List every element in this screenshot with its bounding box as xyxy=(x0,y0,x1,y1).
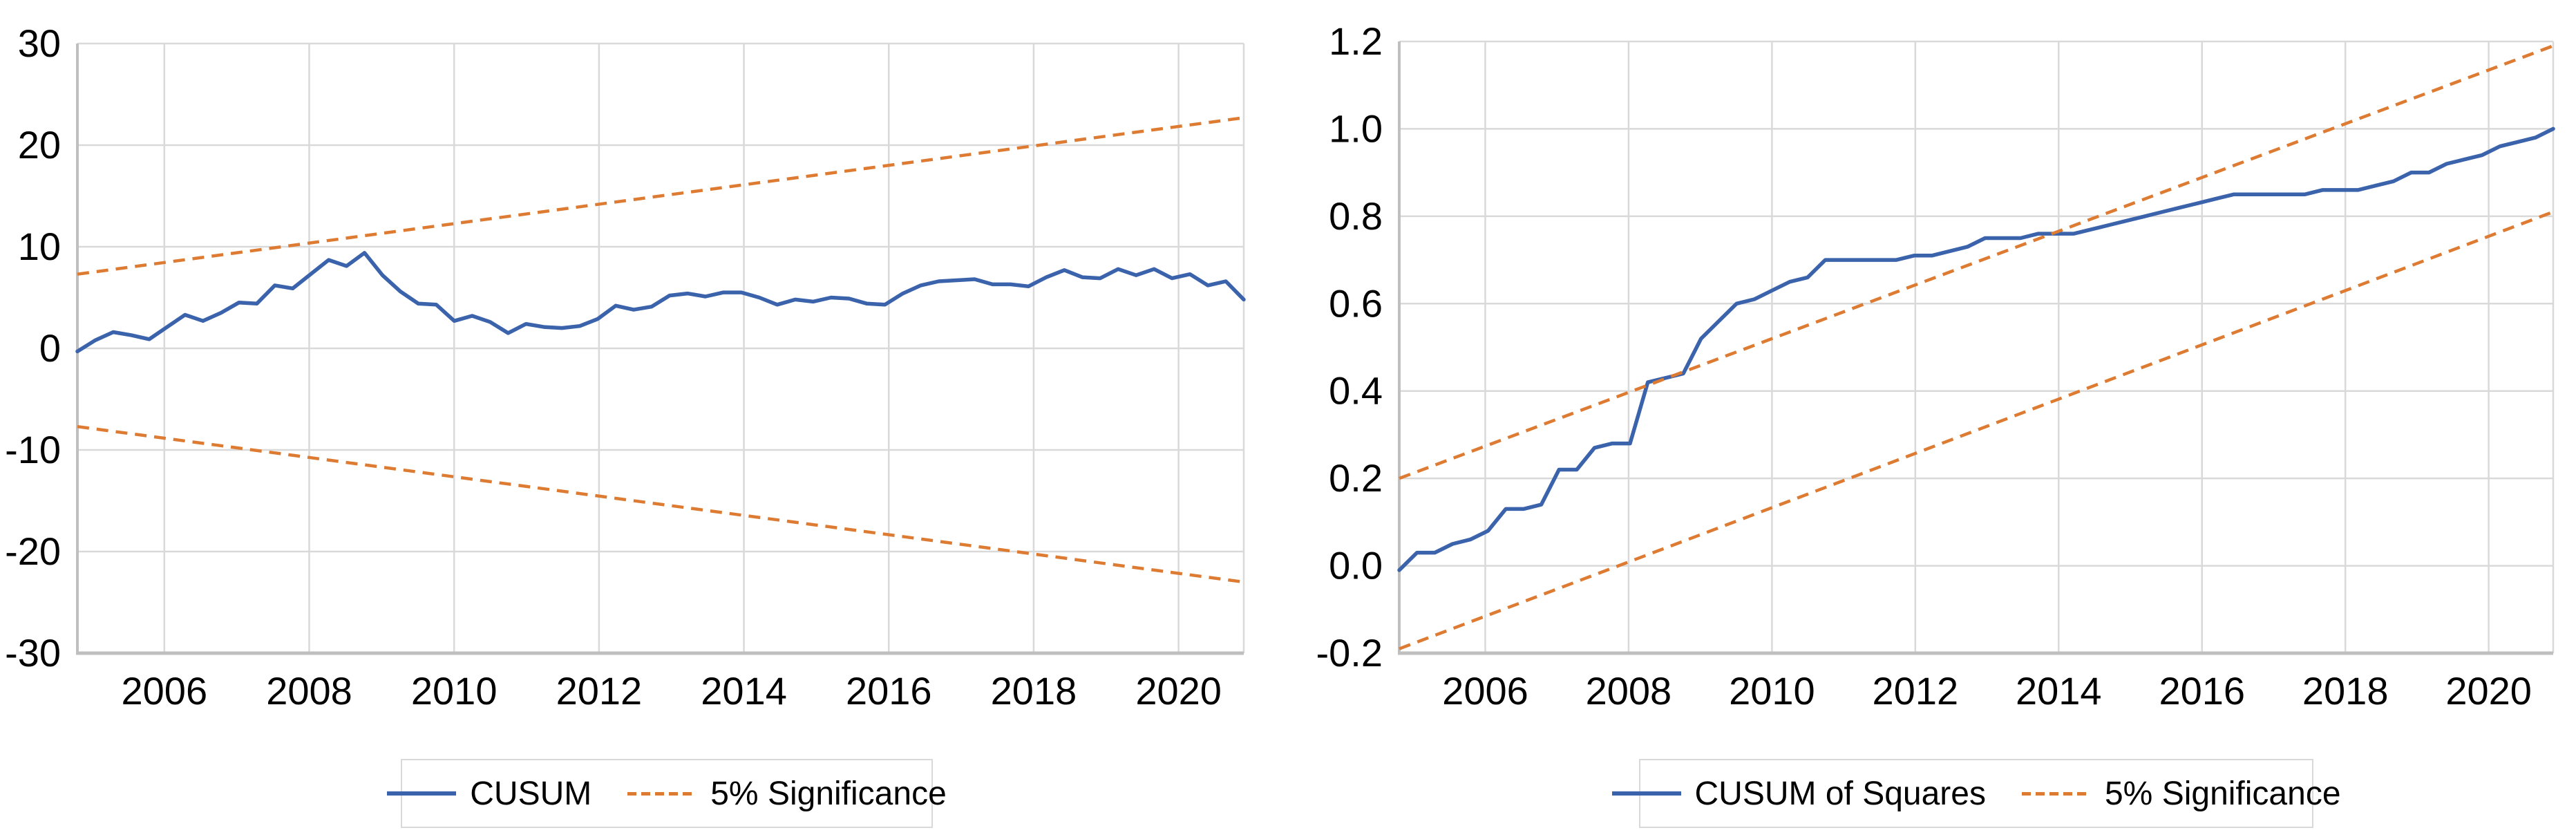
x-tick-label: 2020 xyxy=(1135,669,1222,713)
y-tick-label: 0.2 xyxy=(1329,456,1383,500)
cusum-line-swatch xyxy=(387,791,457,796)
x-tick-label: 2006 xyxy=(1442,669,1528,713)
x-tick-label: 2010 xyxy=(411,669,498,713)
y-tick-label: 30 xyxy=(18,21,61,65)
y-tick-label: 20 xyxy=(18,123,61,167)
x-tick-label: 2010 xyxy=(1729,669,1815,713)
y-tick-label: 0.8 xyxy=(1329,194,1383,238)
y-tick-label: 0.4 xyxy=(1329,369,1383,413)
cusum-legend: CUSUM 5% Significance xyxy=(387,759,947,828)
cusum-of-squares-legend-label: CUSUM of Squares xyxy=(1694,775,1986,812)
significance-line-swatch-2 xyxy=(2021,791,2091,796)
cusum-of-squares-line-swatch xyxy=(1611,791,1681,796)
x-tick-label: 2020 xyxy=(2445,669,2532,713)
x-tick-label: 2014 xyxy=(2016,669,2102,713)
cusum-series-line xyxy=(75,251,1246,354)
y-tick-label: -20 xyxy=(5,529,61,573)
cusum-of-squares-series-line xyxy=(1397,126,2555,572)
y-tick-label: 0.6 xyxy=(1329,281,1383,325)
x-tick-label: 2012 xyxy=(556,669,643,713)
y-tick-label: 0 xyxy=(39,326,61,370)
cusum-of-squares-legend: CUSUM of Squares 5% Significance xyxy=(1611,759,2341,828)
significance-line-swatch xyxy=(627,791,697,796)
x-tick-label: 2008 xyxy=(1586,669,1672,713)
significance-legend-label-2: 5% Significance xyxy=(2104,775,2341,812)
significance-upper-line xyxy=(77,116,1244,276)
x-tick-label: 2016 xyxy=(846,669,932,713)
x-tick-label: 2018 xyxy=(2302,669,2389,713)
x-tick-label: 2016 xyxy=(2159,669,2245,713)
legend-item-cusum-of-squares: CUSUM of Squares xyxy=(1611,775,1986,813)
cusum-legend-label: CUSUM xyxy=(470,775,592,812)
significance-legend-label: 5% Significance xyxy=(710,775,947,812)
cusum-of-squares-chart: 1.2 1.0 0.8 0.6 0.4 0.2 0.0 -0.2 2006 2008 2010 201… xyxy=(1316,19,2555,713)
y-tick-label: 1.0 xyxy=(1329,106,1383,150)
y-tick-label: -0.2 xyxy=(1316,631,1383,675)
significance-lower-line xyxy=(77,424,1244,584)
y-tick-label: 10 xyxy=(18,225,61,268)
legend-item-significance-2: 5% Significance xyxy=(2021,775,2341,813)
y-tick-label: 0.0 xyxy=(1329,544,1383,587)
x-tick-label: 2006 xyxy=(122,669,208,713)
x-tick-label: 2012 xyxy=(1873,669,1959,713)
x-tick-label: 2014 xyxy=(701,669,787,713)
y-tick-label: -10 xyxy=(5,428,61,471)
significance-lower-line xyxy=(1399,210,2554,650)
x-tick-label: 2018 xyxy=(991,669,1077,713)
significance-upper-line xyxy=(1399,44,2554,480)
legend-item-significance: 5% Significance xyxy=(627,775,947,813)
y-tick-label: 1.2 xyxy=(1329,19,1383,63)
legend-item-cusum: CUSUM xyxy=(387,775,591,813)
y-tick-label: -30 xyxy=(5,631,61,675)
x-tick-label: 2008 xyxy=(266,669,352,713)
